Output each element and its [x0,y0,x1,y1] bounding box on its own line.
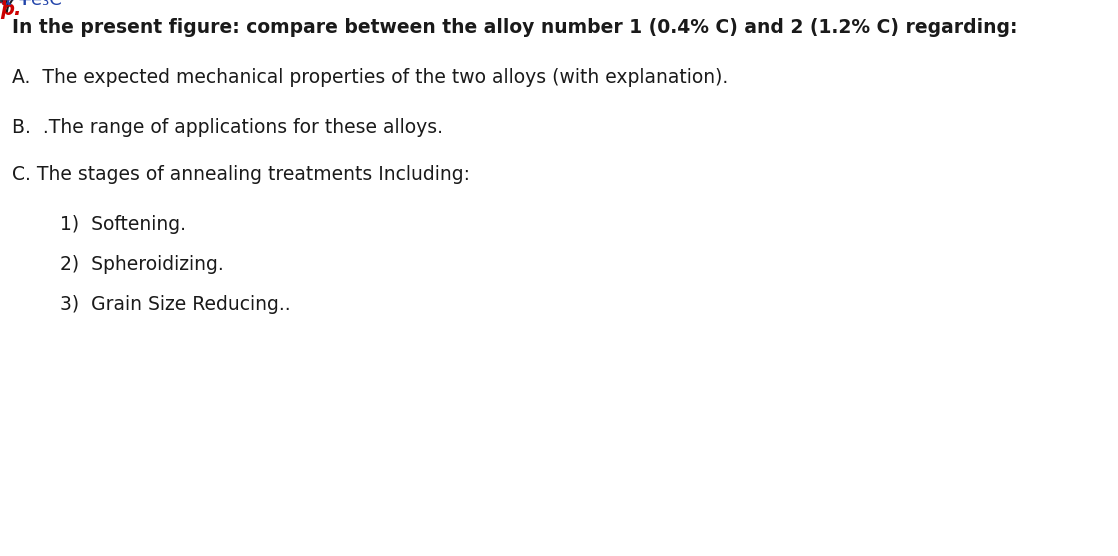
Text: + Fe₃C: + Fe₃C [1,0,61,9]
Text: 2)  Spheroidizing.: 2) Spheroidizing. [60,255,224,274]
Text: In the present figure: compare between the alloy number 1 (0.4% C) and 2 (1.2% C: In the present figure: compare between t… [12,18,1017,37]
Text: γ: γ [1,0,16,13]
Text: A.  The expected mechanical properties of the two alloys (with explanation).: A. The expected mechanical properties of… [12,68,728,87]
Text: P: P [1,0,13,9]
Text: α +: α + [0,0,39,9]
Text: P: P [0,0,13,9]
Text: C. The stages of annealing treatments Including:: C. The stages of annealing treatments In… [12,165,470,184]
Text: 3)  Grain Size Reducing..: 3) Grain Size Reducing.. [60,295,291,314]
Text: 1: 1 [0,0,7,1]
Text: 1)  Softening.: 1) Softening. [60,215,186,234]
Text: B.  .The range of applications for these alloys.: B. .The range of applications for these … [12,118,443,137]
Text: p.: p. [1,1,22,19]
Text: ': ' [0,0,3,1]
